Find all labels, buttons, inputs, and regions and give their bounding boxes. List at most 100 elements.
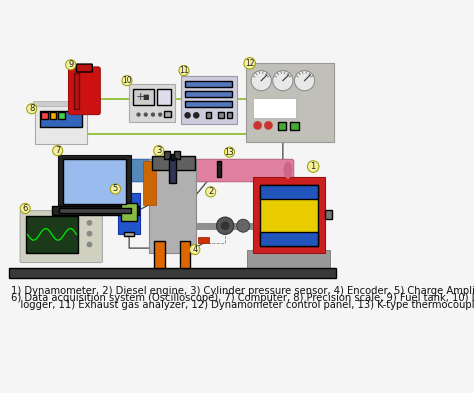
FancyBboxPatch shape (164, 111, 171, 117)
FancyBboxPatch shape (156, 89, 171, 105)
FancyBboxPatch shape (164, 151, 170, 159)
Text: +: + (136, 92, 145, 102)
FancyBboxPatch shape (227, 112, 232, 118)
Circle shape (217, 217, 234, 234)
Text: 6: 6 (23, 204, 28, 213)
FancyBboxPatch shape (20, 211, 102, 263)
FancyBboxPatch shape (118, 193, 140, 234)
Circle shape (27, 104, 37, 114)
Text: 11: 11 (179, 66, 189, 75)
FancyBboxPatch shape (59, 208, 131, 213)
FancyBboxPatch shape (180, 241, 191, 268)
Text: 13: 13 (225, 148, 234, 157)
FancyBboxPatch shape (40, 111, 82, 127)
Circle shape (221, 221, 229, 230)
Text: 6) Data acquisition system (Oscilloscope), 7) Computer, 8) Precision scale, 9) F: 6) Data acquisition system (Oscilloscope… (11, 293, 474, 303)
Text: 10: 10 (122, 76, 132, 85)
FancyBboxPatch shape (247, 250, 330, 268)
FancyBboxPatch shape (246, 62, 334, 142)
FancyBboxPatch shape (185, 101, 232, 107)
Circle shape (264, 121, 273, 130)
FancyBboxPatch shape (278, 122, 286, 130)
FancyBboxPatch shape (206, 112, 211, 118)
FancyBboxPatch shape (152, 156, 195, 170)
FancyBboxPatch shape (217, 161, 221, 176)
FancyBboxPatch shape (196, 159, 294, 182)
Circle shape (144, 112, 148, 117)
Circle shape (244, 57, 255, 69)
FancyBboxPatch shape (58, 112, 65, 119)
FancyBboxPatch shape (260, 185, 318, 199)
Circle shape (53, 146, 63, 156)
FancyBboxPatch shape (50, 112, 56, 119)
FancyBboxPatch shape (63, 159, 126, 204)
Text: 5: 5 (113, 184, 118, 193)
Circle shape (273, 71, 293, 91)
FancyBboxPatch shape (253, 98, 296, 118)
Text: 1: 1 (310, 162, 316, 171)
FancyBboxPatch shape (52, 206, 138, 215)
Text: ■: ■ (143, 94, 149, 100)
FancyBboxPatch shape (253, 177, 325, 253)
Circle shape (193, 112, 200, 119)
FancyBboxPatch shape (260, 185, 318, 246)
FancyBboxPatch shape (218, 112, 224, 118)
Circle shape (87, 220, 92, 226)
Text: 7: 7 (55, 146, 60, 155)
FancyBboxPatch shape (121, 203, 137, 221)
FancyBboxPatch shape (129, 84, 175, 122)
FancyBboxPatch shape (76, 64, 92, 72)
FancyBboxPatch shape (260, 231, 318, 246)
Circle shape (87, 242, 92, 247)
Text: 4: 4 (192, 245, 198, 254)
FancyBboxPatch shape (290, 122, 299, 130)
FancyBboxPatch shape (69, 67, 100, 115)
Text: 1) Dynamometer, 2) Diesel engine, 3) Cylinder pressure sensor, 4) Encoder, 5) Ch: 1) Dynamometer, 2) Diesel engine, 3) Cyl… (11, 286, 474, 296)
Circle shape (253, 121, 262, 130)
FancyBboxPatch shape (35, 103, 87, 144)
FancyBboxPatch shape (41, 112, 47, 119)
Circle shape (65, 60, 76, 70)
FancyBboxPatch shape (185, 91, 232, 97)
Circle shape (137, 112, 141, 117)
FancyBboxPatch shape (155, 241, 165, 268)
FancyBboxPatch shape (33, 101, 91, 106)
Circle shape (165, 112, 170, 117)
Circle shape (158, 112, 162, 117)
Circle shape (122, 75, 132, 86)
FancyBboxPatch shape (93, 159, 155, 182)
Circle shape (294, 71, 315, 91)
FancyBboxPatch shape (199, 237, 209, 243)
Circle shape (151, 112, 155, 117)
Circle shape (190, 244, 200, 255)
Circle shape (179, 66, 189, 75)
Text: 2: 2 (208, 187, 213, 196)
FancyBboxPatch shape (185, 81, 232, 87)
Text: 12: 12 (245, 59, 255, 68)
Circle shape (110, 184, 120, 194)
FancyBboxPatch shape (9, 268, 336, 278)
FancyBboxPatch shape (149, 159, 196, 253)
Ellipse shape (94, 162, 103, 179)
Circle shape (87, 231, 92, 237)
FancyBboxPatch shape (325, 210, 332, 219)
Circle shape (224, 147, 235, 157)
Text: 9: 9 (68, 60, 73, 69)
FancyBboxPatch shape (133, 89, 155, 105)
Text: 8: 8 (29, 104, 35, 113)
Circle shape (206, 187, 216, 197)
FancyBboxPatch shape (73, 73, 79, 109)
Ellipse shape (283, 162, 292, 179)
Circle shape (184, 112, 191, 119)
FancyBboxPatch shape (58, 155, 130, 208)
FancyBboxPatch shape (143, 162, 156, 205)
FancyBboxPatch shape (174, 151, 180, 159)
Text: 3: 3 (156, 146, 162, 155)
Circle shape (251, 71, 271, 91)
FancyBboxPatch shape (124, 231, 134, 236)
FancyBboxPatch shape (26, 216, 78, 253)
FancyBboxPatch shape (181, 75, 237, 124)
Circle shape (154, 146, 164, 156)
FancyBboxPatch shape (171, 154, 174, 160)
Text: logger, 11) Exhaust gas analyzer, 12) Dynamometer control panel, 13) K-type ther: logger, 11) Exhaust gas analyzer, 12) Dy… (11, 300, 474, 310)
